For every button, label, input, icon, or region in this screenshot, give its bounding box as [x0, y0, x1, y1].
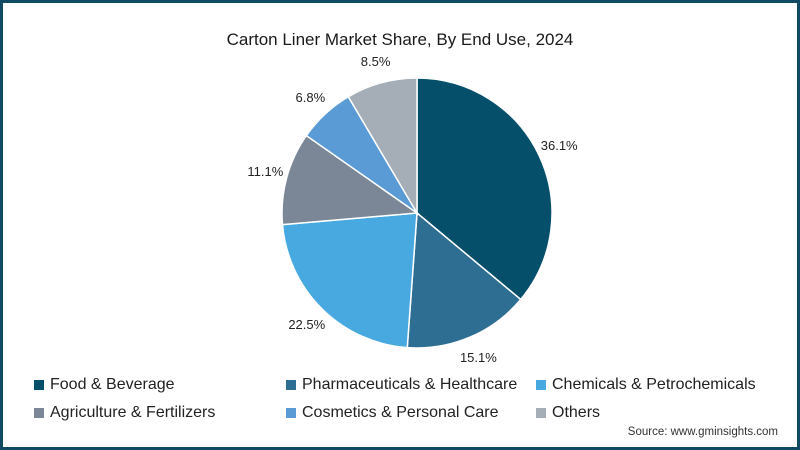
legend-item-others: Others: [536, 404, 600, 422]
legend-swatch: [536, 408, 546, 418]
legend-swatch: [536, 380, 546, 390]
pie-slice: [347, 77, 418, 216]
pie-slice: [281, 212, 418, 349]
slice-label: 8.5%: [360, 53, 391, 69]
chart-title: Carton Liner Market Share, By End Use, 2…: [226, 30, 574, 49]
pie-slice: [406, 211, 522, 349]
legend-swatch: [34, 380, 44, 390]
legend-item-food-beverage: Food & Beverage: [34, 376, 175, 394]
legend-item-pharmaceuticals: Pharmaceuticals & Healthcare: [286, 376, 517, 394]
legend-item-cosmetics: Cosmetics & Personal Care: [286, 404, 499, 422]
slice-label: 6.8%: [295, 89, 326, 105]
legend-item-chemicals: Chemicals & Petrochemicals: [536, 376, 756, 394]
legend-swatch: [286, 380, 296, 390]
pie-slice: [416, 77, 553, 301]
slice-label: 36.1%: [540, 138, 578, 154]
source-note: Source: www.gminsights.com: [627, 426, 778, 438]
legend-swatch: [34, 408, 44, 418]
slice-label: 15.1%: [459, 349, 497, 365]
pie-slice: [281, 134, 420, 226]
slice-label: 22.5%: [288, 316, 326, 332]
slice-label: 11.1%: [247, 164, 284, 180]
legend-swatch: [286, 408, 296, 418]
legend-item-agriculture: Agriculture & Fertilizers: [34, 404, 215, 422]
